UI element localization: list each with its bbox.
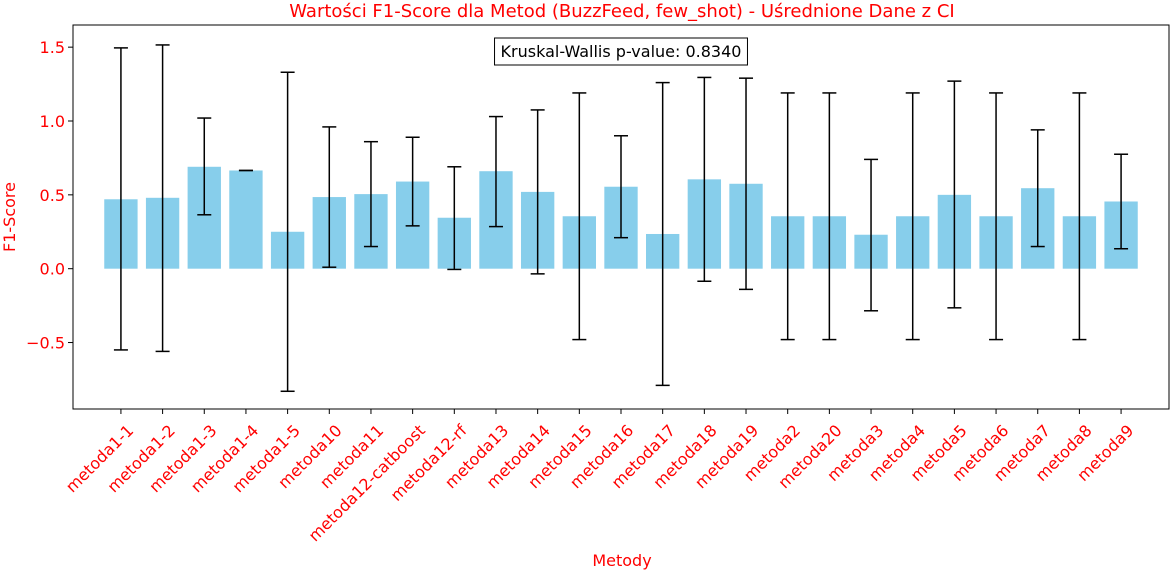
y-tick-label-0: 0.0 (40, 260, 65, 279)
annotation-box: Kruskal-Wallis p-value: 0.8340 (494, 37, 748, 66)
y-axis: −0.5 0.0 0.5 1.0 1.5 (26, 38, 73, 353)
x-axis: metoda1-1metoda1-2metoda1-3metoda1-4meto… (62, 409, 1137, 545)
chart-title: Wartości F1-Score dla Metod (BuzzFeed, f… (289, 1, 954, 22)
y-axis-label: F1-Score (0, 182, 19, 252)
errorbars-group (113, 44, 1129, 393)
y-tick-label-1: 1.0 (40, 112, 65, 131)
y-tick-label-0.5: 0.5 (40, 186, 65, 205)
kruskal-wallis-annotation: Kruskal-Wallis p-value: 0.8340 (501, 42, 742, 61)
y-tick-label--0.5: −0.5 (26, 334, 65, 353)
annotation-frame (494, 37, 748, 66)
y-tick-label-1.5: 1.5 (40, 38, 65, 57)
bar-metoda1-4 (229, 170, 263, 269)
x-axis-label: Metody (592, 551, 651, 570)
